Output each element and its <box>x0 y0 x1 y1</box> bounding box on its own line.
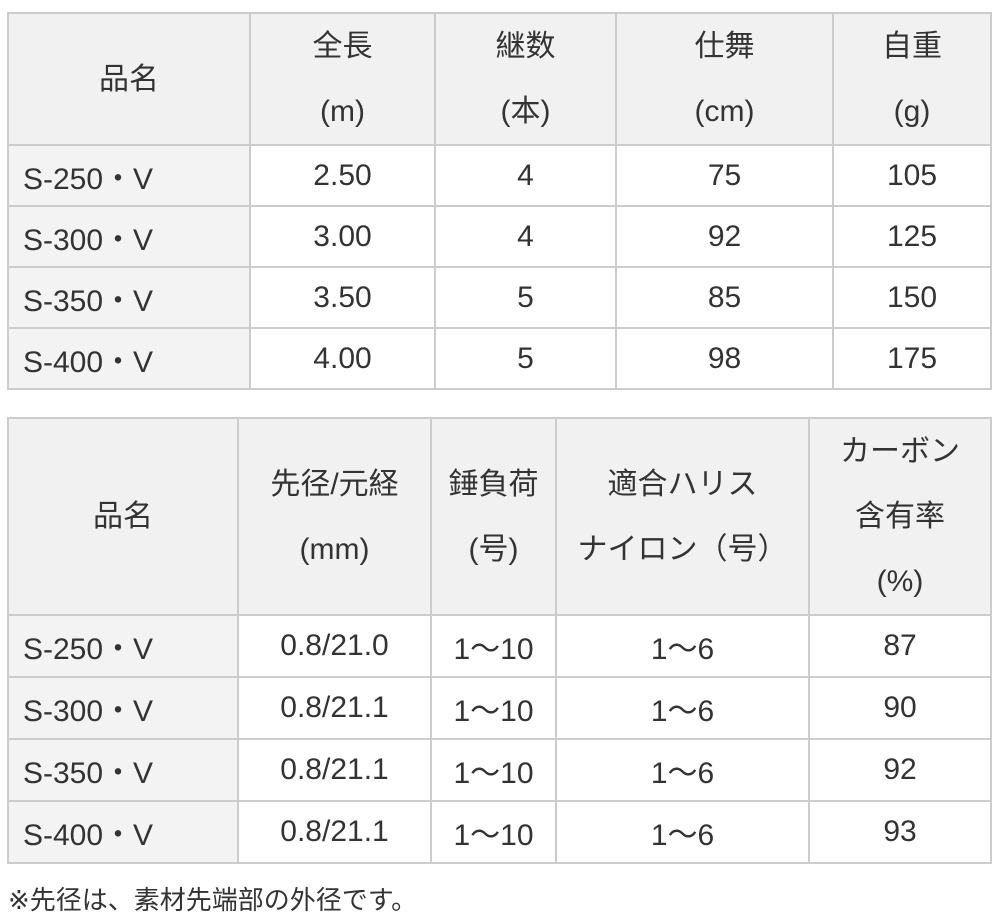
table-row: S-350・V 3.50 5 85 150 <box>7 266 992 329</box>
value-cell: 3.00 <box>249 205 436 268</box>
column-header-sinker-load: 錘負荷 (号) <box>430 417 557 616</box>
product-name-cell: S-350・V <box>7 738 239 802</box>
product-name-cell: S-250・V <box>7 144 251 207</box>
value-cell: 175 <box>832 327 992 390</box>
column-header-product-name: 品名 <box>7 417 239 616</box>
column-header-total-length: 全長 (m) <box>249 12 436 146</box>
value-cell: 0.8/21.1 <box>237 738 432 802</box>
table-row: S-250・V 2.50 4 75 105 <box>7 144 992 207</box>
value-cell: 92 <box>808 738 992 802</box>
value-cell: 1〜10 <box>430 676 557 740</box>
product-name-cell: S-300・V <box>7 205 251 268</box>
column-header-closed-length: 仕舞 (cm) <box>615 12 834 146</box>
value-cell: 1〜10 <box>430 614 557 678</box>
materials-spec-table: 品名 先径/元経 (mm) 錘負荷 (号) 適合ハリス ナイロン（号） カーボン… <box>7 417 992 864</box>
value-cell: 1〜10 <box>430 800 557 864</box>
value-cell: 85 <box>615 266 834 329</box>
table-row: S-400・V 4.00 5 98 175 <box>7 327 992 390</box>
value-cell: 4.00 <box>249 327 436 390</box>
value-cell: 5 <box>434 327 617 390</box>
value-cell: 0.8/21.1 <box>237 676 432 740</box>
value-cell: 0.8/21.1 <box>237 800 432 864</box>
table-header-row: 品名 全長 (m) 継数 (本) 仕舞 (cm) 自重 (g) <box>7 12 992 146</box>
column-header-line-compat: 適合ハリス ナイロン（号） <box>555 417 810 616</box>
column-header-carbon-content: カーボン 含有率 (%) <box>808 417 992 616</box>
value-cell: 1〜6 <box>555 676 810 740</box>
value-cell: 4 <box>434 144 617 207</box>
table-row: S-300・V 0.8/21.1 1〜10 1〜6 90 <box>7 676 992 740</box>
value-cell: 105 <box>832 144 992 207</box>
value-cell: 93 <box>808 800 992 864</box>
value-cell: 125 <box>832 205 992 268</box>
value-cell: 98 <box>615 327 834 390</box>
value-cell: 1〜10 <box>430 738 557 802</box>
value-cell: 90 <box>808 676 992 740</box>
value-cell: 4 <box>434 205 617 268</box>
value-cell: 1〜6 <box>555 738 810 802</box>
value-cell: 150 <box>832 266 992 329</box>
value-cell: 75 <box>615 144 834 207</box>
value-cell: 87 <box>808 614 992 678</box>
table-row: S-250・V 0.8/21.0 1〜10 1〜6 87 <box>7 614 992 678</box>
value-cell: 1〜6 <box>555 800 810 864</box>
table-header-row: 品名 先径/元経 (mm) 錘負荷 (号) 適合ハリス ナイロン（号） カーボン… <box>7 417 992 616</box>
column-header-tip-butt-diameter: 先径/元経 (mm) <box>237 417 432 616</box>
tip-diameter-footnote: ※先径は、素材先端部の外径です。 <box>8 885 418 915</box>
product-name-cell: S-400・V <box>7 327 251 390</box>
value-cell: 1〜6 <box>555 614 810 678</box>
column-header-weight: 自重 (g) <box>832 12 992 146</box>
product-name-cell: S-300・V <box>7 676 239 740</box>
column-header-sections: 継数 (本) <box>434 12 617 146</box>
table-row: S-300・V 3.00 4 92 125 <box>7 205 992 268</box>
value-cell: 3.50 <box>249 266 436 329</box>
value-cell: 0.8/21.0 <box>237 614 432 678</box>
table-row: S-400・V 0.8/21.1 1〜10 1〜6 93 <box>7 800 992 864</box>
table-row: S-350・V 0.8/21.1 1〜10 1〜6 92 <box>7 738 992 802</box>
column-header-product-name: 品名 <box>7 12 251 146</box>
product-name-cell: S-400・V <box>7 800 239 864</box>
product-name-cell: S-350・V <box>7 266 251 329</box>
product-name-cell: S-250・V <box>7 614 239 678</box>
value-cell: 92 <box>615 205 834 268</box>
dimensions-spec-table: 品名 全長 (m) 継数 (本) 仕舞 (cm) 自重 (g) S-250・V … <box>7 12 992 390</box>
value-cell: 2.50 <box>249 144 436 207</box>
value-cell: 5 <box>434 266 617 329</box>
